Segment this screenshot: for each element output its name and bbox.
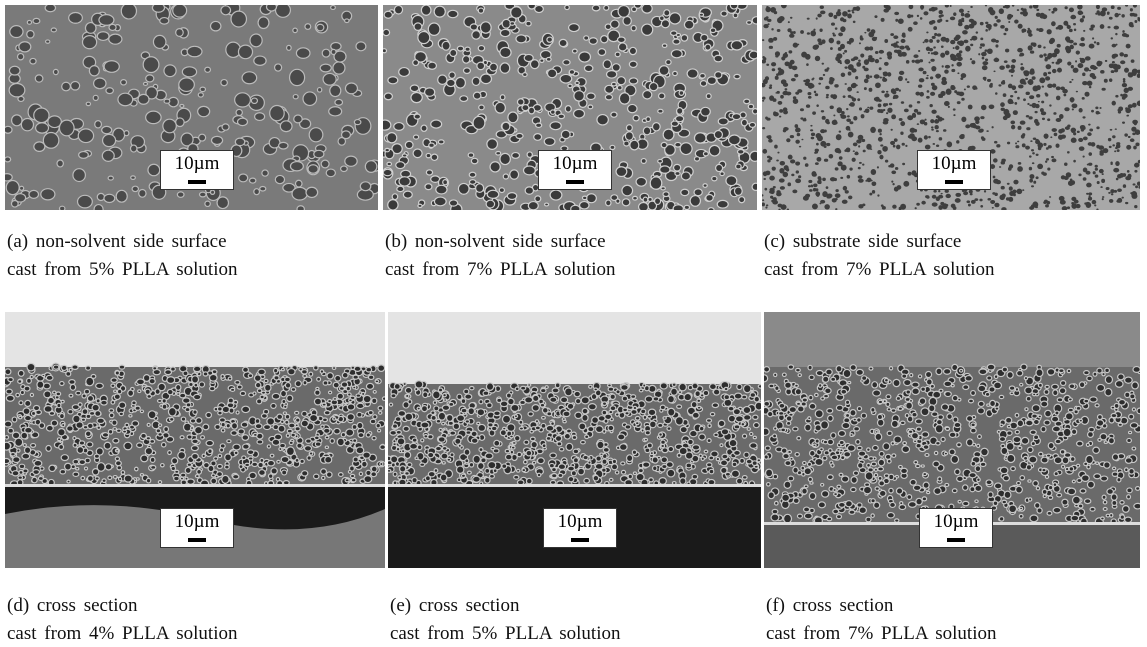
scale-bar: 10µm (160, 508, 234, 548)
scale-bar-line (188, 180, 206, 184)
caption-line: cast from 7% PLLA solution (764, 256, 994, 283)
scale-bar-line (188, 538, 206, 542)
scale-bar: 10µm (160, 150, 234, 190)
scale-bar-line (947, 538, 965, 542)
scale-bar: 10µm (919, 508, 993, 548)
sem-image: 10µm (388, 312, 761, 568)
scale-bar: 10µm (917, 150, 991, 190)
sem-image: 10µm (5, 5, 378, 210)
scale-bar-line (571, 538, 589, 542)
sem-image: 10µm (383, 5, 757, 210)
figure: {"panels": [ {"scale_label": "10µm", "ca… (0, 0, 1147, 640)
scale-label: 10µm (558, 511, 603, 532)
caption-line: (c) substrate side surface (764, 228, 961, 255)
sem-image: 10µm (5, 312, 385, 568)
caption-line: cast from 7% PLLA solution (385, 256, 615, 283)
caption-line: (b) non-solvent side surface (385, 228, 606, 255)
sem-image: 10µm (762, 5, 1140, 210)
caption-line: cast from 7% PLLA solution (766, 620, 996, 647)
caption-line: (d) cross section (7, 592, 138, 619)
caption-line: (e) cross section (390, 592, 519, 619)
caption-line: cast from 5% PLLA solution (7, 256, 237, 283)
scale-label: 10µm (932, 153, 977, 174)
scale-bar-line (945, 180, 963, 184)
scale-bar: 10µm (543, 508, 617, 548)
caption-line: (f) cross section (766, 592, 893, 619)
caption-line: cast from 4% PLLA solution (7, 620, 237, 647)
sem-image: 10µm (764, 312, 1140, 568)
scale-label: 10µm (553, 153, 598, 174)
caption-line: cast from 5% PLLA solution (390, 620, 620, 647)
scale-bar: 10µm (538, 150, 612, 190)
scale-label: 10µm (175, 153, 220, 174)
scale-label: 10µm (934, 511, 979, 532)
scale-bar-line (566, 180, 584, 184)
scale-label: 10µm (175, 511, 220, 532)
caption-line: (a) non-solvent side surface (7, 228, 227, 255)
